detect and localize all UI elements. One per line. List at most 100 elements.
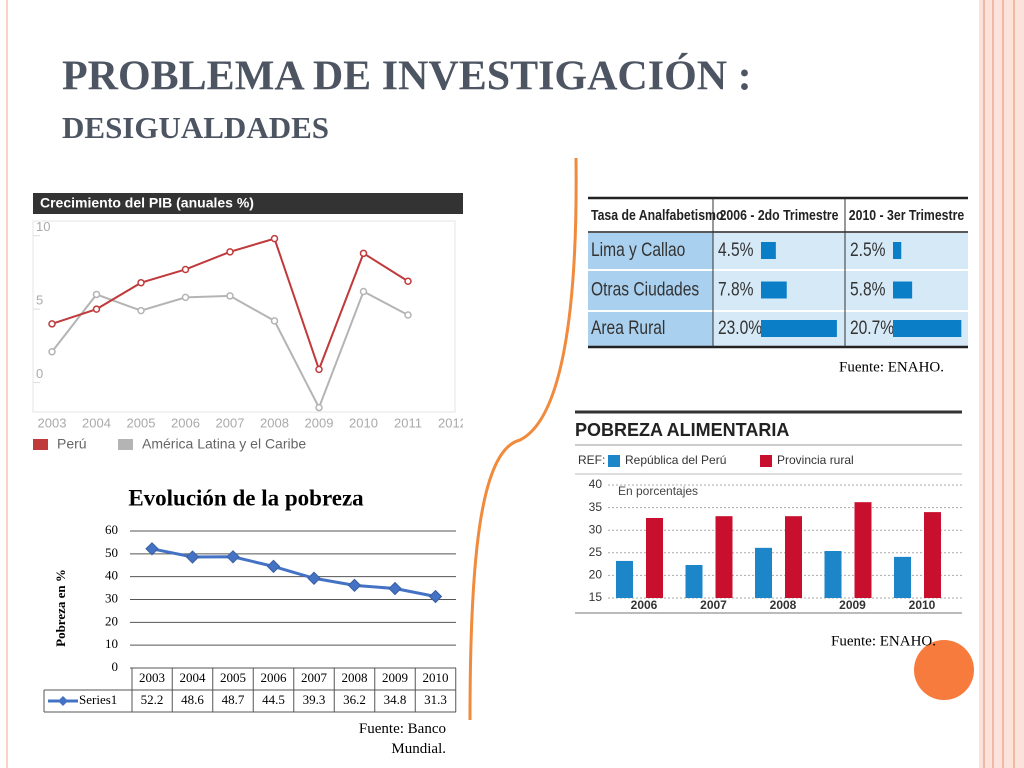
- poverty-chart: Evolución de la pobreza Pobreza en % 0 10 20…: [43, 485, 457, 757]
- point: [388, 581, 402, 596]
- legend-prefix: REF:: [578, 453, 605, 467]
- y-tick-label: 40: [589, 477, 603, 491]
- source-line: Mundial.: [391, 741, 446, 757]
- point: [181, 293, 190, 302]
- bar: [646, 517, 663, 598]
- table-header: 2010 - 3er Trimestre: [849, 207, 965, 223]
- x-tick-label: 2004: [180, 670, 207, 685]
- cell-value: 5.8%: [850, 278, 885, 300]
- y-tick-label: 40: [105, 568, 118, 583]
- decor-circle: [914, 640, 974, 700]
- cell-bar: [761, 242, 776, 259]
- note: En porcentajes: [618, 484, 698, 498]
- title-bar: [33, 193, 463, 214]
- point: [145, 542, 159, 556]
- point: [226, 550, 240, 564]
- y-tick-label: 25: [589, 545, 603, 559]
- bar: [824, 550, 842, 598]
- point: [185, 550, 200, 564]
- slide-title: PROBLEMA DE INVESTIGACIÓN :: [62, 53, 752, 100]
- y-tick-label: 10: [36, 219, 50, 234]
- point: [226, 248, 234, 256]
- cell-bar: [893, 242, 902, 259]
- point: [266, 559, 281, 574]
- bar: [755, 547, 772, 598]
- legend-label: Perú: [57, 436, 87, 452]
- legend-label: Provincia rural: [777, 453, 854, 467]
- y-tick-label: 50: [105, 545, 118, 560]
- x-tick-label: 2006: [171, 415, 200, 430]
- point: [428, 589, 443, 604]
- bar: [785, 516, 802, 598]
- legend-swatch: [608, 455, 620, 467]
- row-label: Otras Ciudades: [591, 278, 699, 300]
- cell-bar: [893, 320, 962, 337]
- point: [48, 348, 56, 356]
- legend-swatch: [118, 439, 133, 450]
- table-header: Tasa de Analfabetismo: [591, 207, 723, 223]
- x-tick-label: 2009: [305, 415, 334, 430]
- x-tick-label: 2008: [342, 670, 368, 685]
- slide-subtitle: DESIGUALDADES: [62, 110, 329, 145]
- cell-value: 7.8%: [718, 278, 753, 300]
- row-label: Area Rural: [591, 317, 665, 339]
- x-tick-label: 2005: [220, 670, 246, 685]
- source: Fuente: ENAHO.: [831, 633, 936, 649]
- table-value: 48.7: [222, 692, 245, 707]
- point: [92, 290, 101, 299]
- series-line: [51, 290, 409, 411]
- point: [137, 278, 145, 287]
- table-value: 34.8: [384, 692, 407, 707]
- point: [404, 311, 412, 319]
- x-tick-label: 2010: [423, 670, 449, 685]
- x-tick-label: 2006: [261, 670, 288, 685]
- x-tick-label: 2008: [770, 598, 797, 612]
- point: [359, 249, 368, 258]
- cell-value: 2.5%: [850, 239, 885, 261]
- series-line: [151, 547, 436, 599]
- label-column: [588, 232, 713, 347]
- point: [315, 365, 323, 374]
- point: [181, 265, 190, 274]
- gdp-chart: Crecimiento del PIB (anuales %) 0 5 10 2003 2…: [32, 193, 467, 452]
- bar: [715, 516, 733, 598]
- divider-curve: [468, 157, 578, 721]
- x-tick-label: 2007: [216, 415, 245, 430]
- y-tick-label: 20: [589, 568, 603, 582]
- series-line: [51, 237, 409, 373]
- y-tick-label: 30: [589, 522, 603, 536]
- legend-marker: [58, 696, 68, 706]
- bar: [616, 560, 633, 598]
- x-tick-label: 2012: [438, 415, 467, 430]
- x-tick-label: 2009: [839, 598, 866, 612]
- point: [315, 403, 323, 412]
- chart-title: Crecimiento del PIB (anuales %): [40, 195, 254, 211]
- x-tick-label: 2010: [349, 415, 378, 430]
- row-label: Lima y Callao: [591, 239, 685, 261]
- point: [307, 571, 321, 585]
- x-tick-label: 2003: [139, 670, 165, 685]
- y-tick-label: 0: [112, 659, 119, 674]
- point: [270, 234, 279, 243]
- y-tick-label: 20: [105, 613, 118, 628]
- point: [137, 306, 145, 315]
- x-tick-label: 2008: [260, 415, 289, 430]
- chart-title: POBREZA ALIMENTARIA: [575, 420, 789, 440]
- x-tick-label: 2005: [127, 415, 156, 430]
- legend-label: Series1: [79, 692, 117, 707]
- plot-frame: [32, 220, 456, 413]
- y-tick-label: 10: [105, 636, 118, 651]
- point: [347, 578, 362, 593]
- x-tick-label: 2004: [82, 415, 111, 430]
- x-tick-label: 2007: [700, 598, 727, 612]
- point: [48, 320, 56, 328]
- y-axis-label: Pobreza en %: [53, 569, 68, 647]
- bar: [685, 565, 703, 598]
- table-value: 52.2: [141, 692, 164, 707]
- legend-swatch: [760, 455, 772, 467]
- legend-label: República del Perú: [625, 453, 726, 467]
- legend-label: América Latina y el Caribe: [142, 436, 306, 452]
- bar: [854, 502, 872, 598]
